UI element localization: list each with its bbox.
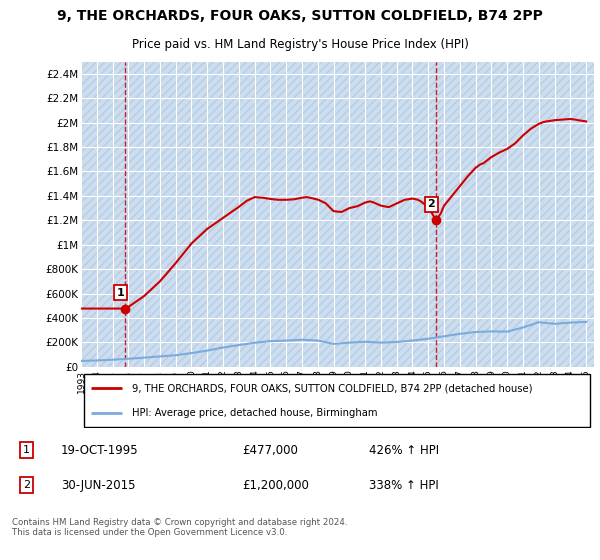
Text: 9, THE ORCHARDS, FOUR OAKS, SUTTON COLDFIELD, B74 2PP: 9, THE ORCHARDS, FOUR OAKS, SUTTON COLDF… [57,9,543,23]
Text: 2: 2 [428,199,435,209]
Text: HPI: Average price, detached house, Birmingham: HPI: Average price, detached house, Birm… [133,408,378,418]
Text: 9, THE ORCHARDS, FOUR OAKS, SUTTON COLDFIELD, B74 2PP (detached house): 9, THE ORCHARDS, FOUR OAKS, SUTTON COLDF… [133,383,533,393]
Text: 338% ↑ HPI: 338% ↑ HPI [369,478,439,492]
Text: 426% ↑ HPI: 426% ↑ HPI [369,444,439,457]
FancyBboxPatch shape [83,374,590,427]
Text: 2: 2 [23,480,30,490]
Text: £1,200,000: £1,200,000 [242,478,309,492]
Text: Contains HM Land Registry data © Crown copyright and database right 2024.
This d: Contains HM Land Registry data © Crown c… [12,518,347,538]
Text: £477,000: £477,000 [242,444,298,457]
Text: 1: 1 [116,288,124,298]
Text: Price paid vs. HM Land Registry's House Price Index (HPI): Price paid vs. HM Land Registry's House … [131,38,469,51]
Text: 30-JUN-2015: 30-JUN-2015 [61,478,136,492]
Text: 1: 1 [23,445,30,455]
Text: 19-OCT-1995: 19-OCT-1995 [61,444,139,457]
